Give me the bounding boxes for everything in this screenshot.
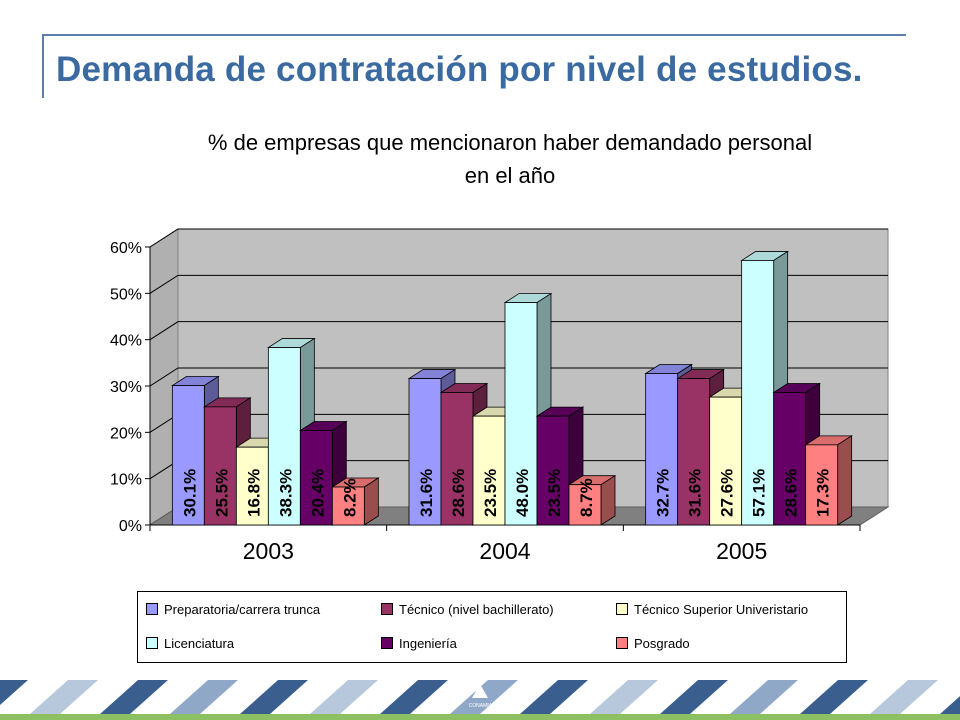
- legend-swatch: [146, 637, 158, 649]
- bar: [536, 415, 570, 526]
- gridline: [149, 274, 888, 294]
- legend-label: Ingeniería: [399, 636, 457, 651]
- footer-stripe: [730, 680, 798, 714]
- footer-stripe: [240, 680, 308, 714]
- title-frame-top: [42, 34, 906, 36]
- data-label: 8.7%: [577, 478, 596, 517]
- data-label: 30.1%: [180, 469, 199, 517]
- data-label: 8.2%: [340, 478, 359, 517]
- bar: [331, 486, 365, 526]
- legend-swatch: [616, 603, 628, 615]
- legend-label: Técnico (nivel bachillerato): [399, 602, 554, 617]
- logo-triangle: [472, 684, 488, 698]
- bar: [709, 396, 743, 526]
- legend-entry: Preparatoria/carrera trunca: [146, 602, 320, 617]
- footer-banner: CONAMM: [0, 680, 960, 720]
- legend-label: Licenciatura: [164, 636, 235, 651]
- gridline: [149, 367, 888, 387]
- chart-title-line-1: % de empresas que mencionaron haber dema…: [207, 130, 813, 155]
- gridline: [149, 321, 888, 341]
- bar: [568, 484, 602, 526]
- bar: [677, 378, 711, 526]
- title-frame-left: [42, 34, 44, 98]
- footer-stripe: [170, 680, 238, 714]
- slide-title: Demanda de contratación por nivel de est…: [56, 50, 863, 89]
- bar: [472, 415, 506, 526]
- legend-label: Técnico Superior Univeristario: [634, 602, 809, 617]
- data-label: 23.5%: [545, 469, 564, 517]
- x-tick-label: 2005: [716, 538, 767, 564]
- legend-swatch: [616, 637, 628, 649]
- data-label: 32.7%: [654, 469, 673, 517]
- gridline: [149, 228, 888, 248]
- data-label: 48.0%: [513, 469, 532, 517]
- logo-text: CONAMM: [469, 703, 492, 709]
- bar: [440, 392, 474, 526]
- bar: [773, 392, 807, 526]
- legend-entry: Técnico Superior Univeristario: [616, 602, 808, 617]
- footer-stripe: [310, 680, 378, 714]
- legend-swatch: [381, 603, 393, 615]
- bar: [171, 385, 205, 526]
- bar: [504, 302, 538, 526]
- data-label: 20.4%: [308, 469, 327, 517]
- legend-label: Preparatoria/carrera trunca: [164, 602, 321, 617]
- footer-stripe: [660, 680, 728, 714]
- bar: [299, 430, 333, 526]
- chart-title-line-2: en el año: [464, 163, 556, 188]
- data-label: 17.3%: [814, 469, 833, 517]
- y-tick-label: 40%: [110, 333, 142, 350]
- y-tick-label: 30%: [110, 379, 142, 396]
- data-label: 28.6%: [449, 469, 468, 517]
- footer-stripe: [590, 680, 658, 714]
- data-label: 25.5%: [212, 469, 231, 517]
- data-label: 23.5%: [481, 469, 500, 517]
- legend-swatch: [146, 603, 158, 615]
- legend-entry: Técnico (nivel bachillerato): [381, 602, 554, 617]
- x-tick-label: 2003: [243, 538, 294, 564]
- legend-entry: Ingeniería: [381, 636, 457, 651]
- y-tick-label: 50%: [110, 286, 142, 303]
- footer-logo: CONAMM: [469, 684, 492, 709]
- footer-stripe: [100, 680, 168, 714]
- data-label: 27.6%: [718, 469, 737, 517]
- legend-swatch: [381, 637, 393, 649]
- footer-stripe: [520, 680, 588, 714]
- legend-entry: Posgrado: [616, 636, 690, 651]
- legend-entry: Licenciatura: [146, 636, 234, 651]
- bar: [645, 373, 679, 526]
- x-tick-label: 2004: [479, 538, 530, 564]
- data-label: 28.6%: [782, 469, 801, 517]
- bar: [805, 444, 839, 526]
- data-label: 31.6%: [686, 469, 705, 517]
- data-label: 16.8%: [244, 469, 263, 517]
- legend-label: Posgrado: [634, 636, 690, 651]
- bar: [235, 446, 269, 526]
- bar: [267, 347, 301, 526]
- bar: [741, 260, 775, 526]
- y-tick-label: 20%: [110, 425, 142, 442]
- y-tick-label: 0%: [119, 518, 142, 535]
- data-label: 57.1%: [750, 469, 769, 517]
- bar-chart: 0% 10% 20% 30% 40% 50% 60% 2003 2004 2005 30.1% 25.…: [110, 228, 890, 564]
- footer-green-band: [0, 714, 960, 720]
- data-label: 31.6%: [417, 469, 436, 517]
- data-label: 38.3%: [276, 469, 295, 517]
- footer-stripe: [870, 680, 938, 714]
- bar-side: [600, 474, 616, 526]
- chart-legend: Preparatoria/carrera trunca Técnico (niv…: [137, 591, 847, 663]
- y-tick-label: 10%: [110, 472, 142, 489]
- footer-stripe: [30, 680, 98, 714]
- bar-side: [837, 435, 853, 526]
- y-tick-label: 60%: [110, 240, 142, 257]
- footer-stripe: [800, 680, 868, 714]
- footer-stripe: [380, 680, 448, 714]
